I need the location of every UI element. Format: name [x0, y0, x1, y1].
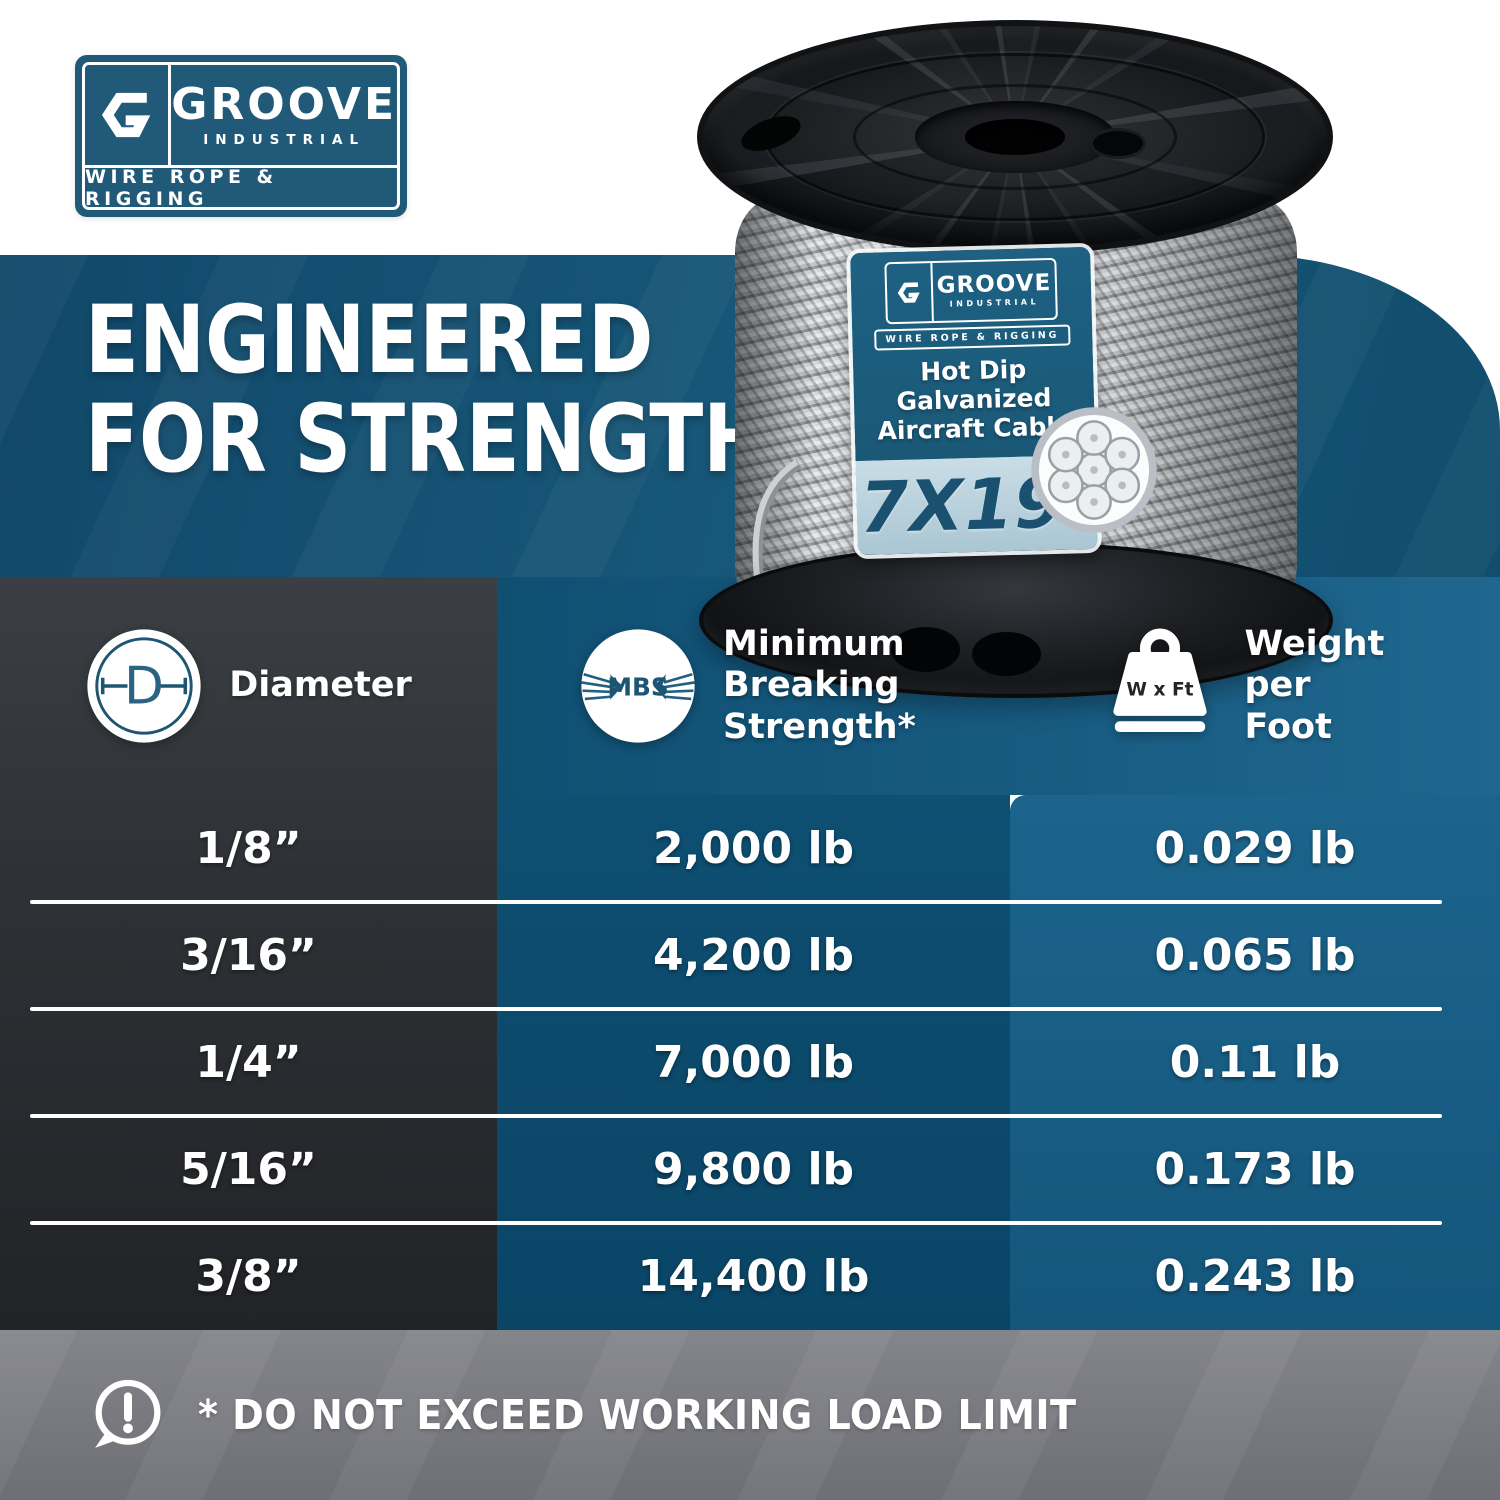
label-brand-name: GROOVE [936, 269, 1052, 299]
weight-value: 0.173 lb [1154, 1144, 1356, 1195]
table-row: 1/4” 7,000 lb 0.11 lb [0, 1009, 1500, 1116]
wire-end [752, 459, 802, 595]
headline-line2: FOR STRENGTH [85, 384, 770, 494]
table-row: 3/8” 14,400 lb 0.243 lb [0, 1223, 1500, 1330]
weight-header-label: Weight per Foot [1244, 624, 1385, 747]
weight-value: 0.029 lb [1154, 823, 1356, 874]
table-row: 1/8” 2,000 lb 0.029 lb [0, 795, 1500, 902]
diameter-value: 1/8” [195, 823, 302, 874]
breaking-strength-value: 4,200 lb [652, 930, 855, 981]
headline: ENGINEERED FOR STRENGTH [85, 286, 900, 494]
weight-value: 0.243 lb [1154, 1251, 1356, 1302]
diameter-value: 3/16” [180, 930, 317, 981]
brand-name: GROOVE [171, 78, 397, 130]
brand-subname: INDUSTRIAL [203, 131, 366, 148]
diameter-column-panel [0, 577, 497, 1330]
g-glyph-icon [101, 92, 150, 138]
spool-bottom-flange [699, 542, 1333, 698]
header-cell-diameter: D Diameter [0, 577, 497, 795]
exclamation-bubble-icon [95, 1379, 161, 1448]
mbs-column-panel [497, 795, 1010, 1330]
weight-value: 0.11 lb [1169, 1037, 1341, 1088]
mbs-icon: MBS [579, 627, 697, 745]
breaking-strength-value: 9,800 lb [652, 1144, 855, 1195]
cable-cross-section-icon [1031, 407, 1157, 533]
headline-line1: ENGINEERED [85, 286, 654, 395]
row-separator [30, 1221, 1442, 1225]
spec-table-header: D Diameter MBS [0, 577, 1500, 795]
diameter-value: 1/4” [195, 1037, 302, 1088]
brand-tagline: WIRE ROPE & RIGGING [85, 165, 397, 210]
row-separator [30, 900, 1442, 904]
weight-icon: W x Ft [1101, 627, 1219, 745]
row-separator [30, 1114, 1442, 1118]
brand-logo: GROOVE INDUSTRIAL WIRE ROPE & RIGGING [75, 55, 407, 217]
breaking-strength-value: 2,000 lb [652, 823, 855, 874]
footer-warning: * DO NOT EXCEED WORKING LOAD LIMIT [88, 1352, 1448, 1478]
diameter-icon: D [85, 627, 203, 745]
label-tagline: WIRE ROPE & RIGGING [874, 324, 1071, 351]
table-row: 5/16” 9,800 lb 0.173 lb [0, 1116, 1500, 1223]
svg-text:MBS: MBS [607, 672, 668, 701]
weight-column-panel [1010, 795, 1500, 1330]
weight-value: 0.065 lb [1154, 930, 1356, 981]
breaking-strength-value: 14,400 lb [637, 1251, 870, 1302]
label-brand-subname: INDUSTRIAL [949, 297, 1040, 309]
diameter-value: 5/16” [180, 1144, 317, 1195]
table-row: 3/16” 4,200 lb 0.065 lb [0, 902, 1500, 1009]
label-brand-logo: GROOVE INDUSTRIAL [884, 257, 1058, 325]
brand-g-icon [85, 65, 172, 165]
diameter-value: 3/8” [195, 1251, 302, 1302]
header-cell-mbs: MBS Minimum Breaking Strength* [497, 577, 1010, 795]
diameter-header-label: Diameter [229, 665, 412, 706]
breaking-strength-value: 7,000 lb [652, 1037, 855, 1088]
mbs-header-label: Minimum Breaking Strength* [723, 624, 916, 747]
spool-top-flange [697, 20, 1333, 254]
product-label: GROOVE INDUSTRIAL WIRE ROPE & RIGGING Ho… [845, 242, 1103, 560]
spec-table-rows: 1/8” 2,000 lb 0.029 lb 3/16” 4,200 lb 0.… [0, 795, 1500, 1330]
svg-text:D: D [124, 657, 164, 717]
label-g-icon [886, 263, 934, 323]
cable-spool-photo: GROOVE INDUSTRIAL WIRE ROPE & RIGGING Ho… [685, 8, 1345, 708]
footer-warning-text: * DO NOT EXCEED WORKING LOAD LIMIT [198, 1391, 1077, 1439]
svg-text:W x Ft: W x Ft [1126, 680, 1193, 701]
header-cell-weight: W x Ft Weight per Foot [1010, 577, 1500, 795]
row-separator [30, 1007, 1442, 1011]
